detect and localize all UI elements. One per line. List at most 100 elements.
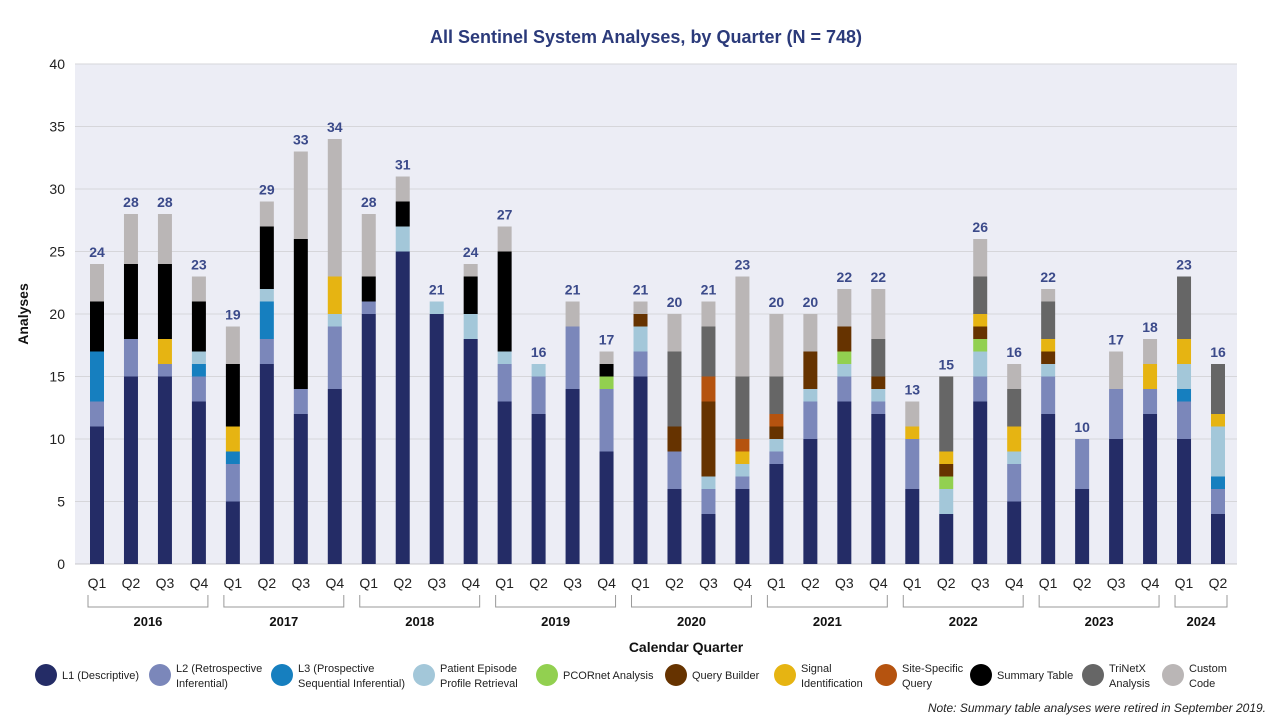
x-tick-label: Q2 xyxy=(258,575,277,591)
legend-label: L1 (Descriptive) xyxy=(62,670,139,682)
bar-segment-l1-descriptive xyxy=(463,339,478,564)
total-label: 21 xyxy=(701,282,717,298)
bar-segment-l1-descriptive xyxy=(259,364,274,564)
bar-segment-l1-descriptive xyxy=(905,489,920,564)
bar-segment-summary-table xyxy=(497,251,512,352)
bar-segment-signal-identification xyxy=(905,426,920,439)
legend-label: Summary Table xyxy=(997,670,1073,682)
bar-segment-l2-retrospective-inferential xyxy=(1211,489,1225,514)
bar-segment-patient-episode-profile-retrieval xyxy=(395,226,410,252)
bar-segment-l2-retrospective-inferential xyxy=(157,364,172,377)
bar-segment-l2-retrospective-inferential xyxy=(259,339,274,364)
bar-segment-l1-descriptive xyxy=(769,464,784,564)
bar-segment-l2-retrospective-inferential xyxy=(123,339,138,377)
x-tick-label: Q4 xyxy=(869,575,888,591)
year-bracket xyxy=(766,595,888,608)
bar-segment-l3-prospective-sequential-inferential xyxy=(225,451,240,464)
bar-segment-custom-code xyxy=(157,214,172,264)
bar-segment-custom-code xyxy=(1109,351,1124,389)
total-label: 16 xyxy=(1210,344,1226,360)
legend-label: Query Builder xyxy=(692,670,760,682)
total-label: 21 xyxy=(633,282,649,298)
bar-segment-l1-descriptive xyxy=(939,514,954,564)
bar-segment-patient-episode-profile-retrieval xyxy=(1177,364,1192,389)
legend-label: Sequential Inferential) xyxy=(298,678,405,690)
legend-item: Summary Table xyxy=(970,664,1073,686)
bar-segment-trinetx-analysis xyxy=(1041,301,1056,339)
chart-title: All Sentinel System Analyses, by Quarter… xyxy=(430,27,862,47)
bar-segment-l1-descriptive xyxy=(1177,439,1192,564)
bar-segment-query-builder xyxy=(769,426,784,439)
x-tick-label: Q2 xyxy=(122,575,141,591)
bar-segment-trinetx-analysis xyxy=(667,351,682,427)
bar-segment-custom-code xyxy=(973,239,988,277)
bar-segment-l1-descriptive xyxy=(157,376,172,564)
bar-segment-l1-descriptive xyxy=(191,401,206,564)
legend: L1 (Descriptive) L2 (Retrospective Inferen… xyxy=(35,663,1227,690)
legend-label: L3 (Prospective xyxy=(298,663,374,675)
bar-segment-custom-code xyxy=(225,326,240,364)
x-tick-label: Q4 xyxy=(597,575,616,591)
bar-segment-patient-episode-profile-retrieval xyxy=(463,314,478,339)
bar-segment-query-builder xyxy=(667,426,682,452)
bar-segment-custom-code xyxy=(395,176,410,202)
year-bracket xyxy=(631,595,752,608)
legend-swatch xyxy=(1162,664,1184,686)
bar-segment-l2-retrospective-inferential xyxy=(497,364,512,402)
bar-segment-l1-descriptive xyxy=(803,439,818,564)
total-label: 20 xyxy=(667,294,683,310)
total-label: 22 xyxy=(871,269,887,285)
bar-segment-custom-code xyxy=(735,276,750,377)
total-label: 23 xyxy=(735,257,751,273)
bar-segment-signal-identification xyxy=(1143,364,1158,389)
bar-segment-l1-descriptive xyxy=(90,426,104,564)
y-tick-label: 30 xyxy=(49,181,65,197)
bar-segment-patient-episode-profile-retrieval xyxy=(259,289,274,302)
bar-segment-trinetx-analysis xyxy=(871,339,886,377)
bar-segment-l2-retrospective-inferential xyxy=(667,451,682,489)
bar-segment-custom-code xyxy=(259,201,274,227)
legend-item: L2 (Retrospective Inferential) xyxy=(149,663,262,690)
bar-segment-l3-prospective-sequential-inferential xyxy=(1177,389,1192,402)
bar-segment-l2-retrospective-inferential xyxy=(191,376,206,402)
bar-segment-signal-identification xyxy=(735,451,750,464)
total-label: 24 xyxy=(463,244,479,260)
legend-swatch xyxy=(149,664,171,686)
bar-segment-l1-descriptive xyxy=(1041,414,1056,564)
legend-item: Query Builder xyxy=(665,664,760,686)
bar-segment-summary-table xyxy=(599,364,614,377)
bar-segment-custom-code xyxy=(361,214,376,277)
y-tick-label: 40 xyxy=(49,56,65,72)
total-label: 18 xyxy=(1142,319,1158,335)
x-axis: Q1 Q2 Q3 Q4 2016 Q1 Q2 Q3 Q4 2017 Q1 Q2 Q3 Q4 2018 Q1 Q2… xyxy=(87,575,1228,629)
bar-segment-l1-descriptive xyxy=(361,314,376,564)
total-label: 28 xyxy=(361,194,377,210)
x-tick-label: Q4 xyxy=(190,575,209,591)
bar-segment-summary-table xyxy=(157,264,172,339)
total-label: 16 xyxy=(1006,344,1022,360)
legend-swatch xyxy=(271,664,293,686)
bar-segment-signal-identification xyxy=(157,339,172,364)
bar-segment-summary-table xyxy=(123,264,138,339)
bar-segment-custom-code xyxy=(633,301,648,314)
bar-segment-patient-episode-profile-retrieval xyxy=(429,301,444,314)
bar-segment-custom-code xyxy=(905,401,920,427)
bar-segment-l1-descriptive xyxy=(701,514,716,564)
bar-segment-signal-identification xyxy=(973,314,988,327)
bar-segment-l1-descriptive xyxy=(871,414,886,564)
bar-segment-trinetx-analysis xyxy=(939,376,954,452)
year-label: 2024 xyxy=(1187,614,1217,629)
bar-segment-l1-descriptive xyxy=(497,401,512,564)
bar-segment-query-builder xyxy=(803,351,818,389)
bar-segment-l1-descriptive xyxy=(1075,489,1090,564)
bar-segment-l1-descriptive xyxy=(1211,514,1225,564)
x-tick-label: Q2 xyxy=(1209,575,1228,591)
legend-item: PCORnet Analysis xyxy=(536,664,654,686)
bar-segment-custom-code xyxy=(837,289,852,327)
year-label: 2020 xyxy=(677,614,706,629)
bar-segment-trinetx-analysis xyxy=(769,376,784,414)
year-label: 2019 xyxy=(541,614,570,629)
total-label: 16 xyxy=(531,344,547,360)
bar-segment-l2-retrospective-inferential xyxy=(565,326,580,389)
